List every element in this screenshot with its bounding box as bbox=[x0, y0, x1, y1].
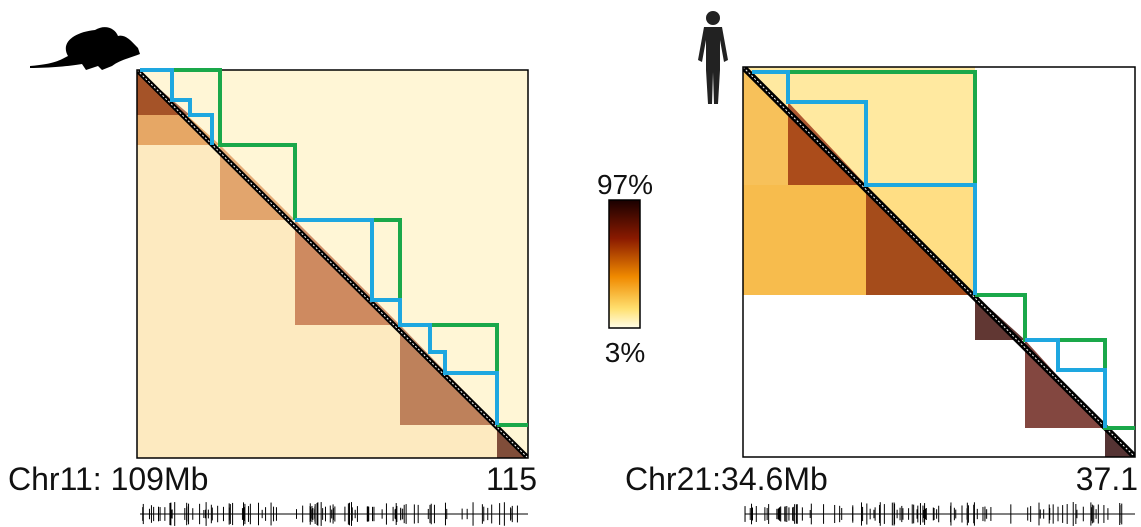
human-icon bbox=[698, 11, 728, 104]
tad-green bbox=[975, 293, 1135, 430]
heatmap-left bbox=[137, 70, 528, 458]
tad-green bbox=[788, 70, 977, 185]
colorbar-max: 97% bbox=[597, 169, 653, 200]
tad-green bbox=[372, 218, 402, 300]
chromosome-label: Chr11: 109Mb bbox=[8, 461, 208, 497]
tad-blue bbox=[752, 70, 977, 295]
colorbar bbox=[608, 199, 641, 329]
colorbar-min: 3% bbox=[605, 337, 645, 368]
tad-green bbox=[430, 323, 499, 373]
tad-block bbox=[220, 145, 295, 220]
chromosome-label: Chr21:34.6Mb bbox=[625, 461, 828, 497]
mouse-icon bbox=[30, 27, 140, 70]
tad-green bbox=[172, 68, 297, 220]
tad-block bbox=[788, 102, 866, 185]
heatmap-frame bbox=[742, 66, 1136, 458]
gene-tracks bbox=[140, 502, 1135, 526]
heatmap-right bbox=[743, 67, 1135, 457]
heatmap-frame bbox=[136, 69, 529, 459]
end-label: 115 bbox=[486, 461, 537, 497]
tad-blue bbox=[1025, 338, 1107, 428]
end-label: 37.1 bbox=[1076, 461, 1138, 497]
tad-blue bbox=[140, 68, 214, 145]
tad-blue bbox=[295, 218, 499, 425]
